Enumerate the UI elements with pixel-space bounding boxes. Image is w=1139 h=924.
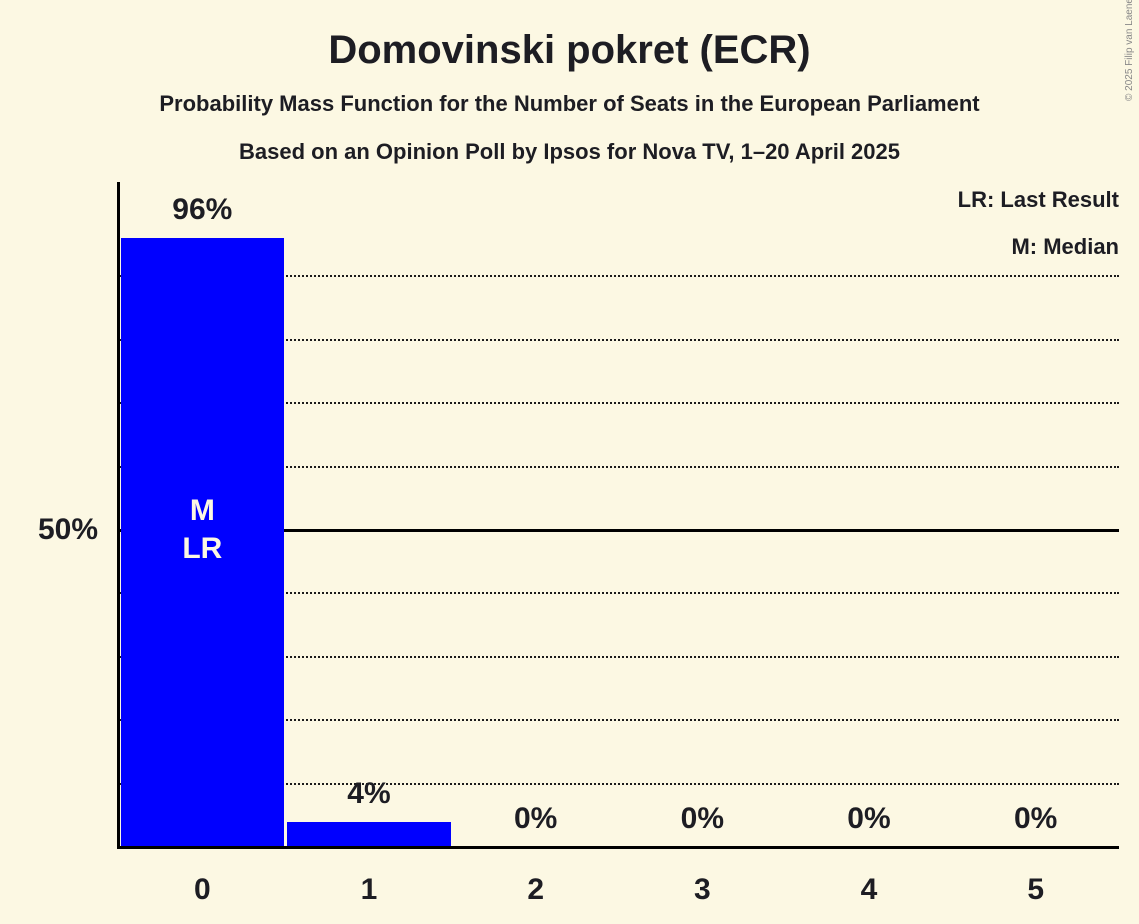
x-tick-label: 4 (860, 873, 878, 906)
median-lastresult-annotation: M LR (182, 494, 223, 565)
x-tick-label: 3 (693, 873, 711, 906)
bar-value-label: 0% (847, 802, 891, 835)
x-axis-line (117, 846, 1119, 849)
gridline-dotted (119, 465, 1119, 468)
x-tick-label: 2 (527, 873, 544, 906)
gridline-dotted (119, 782, 1119, 785)
bar-value-label: 0% (1013, 802, 1058, 835)
chart-source-line: Based on an Opinion Poll by Ipsos for No… (239, 139, 900, 164)
gridline-dotted (119, 592, 1119, 595)
bar-value-label: 4% (347, 776, 391, 810)
gridline-solid-50 (119, 528, 1119, 532)
chart-title: Domovinski pokret (ECR) (328, 28, 811, 72)
x-tick-label: 1 (360, 873, 378, 906)
bar (120, 238, 285, 847)
gridline-dotted (119, 338, 1119, 341)
bar-value-label: 0% (680, 802, 724, 835)
y-axis-line (117, 182, 120, 849)
gridline-dotted (119, 719, 1119, 722)
bar-value-label: 0% (513, 802, 558, 835)
gridline-dotted (119, 655, 1119, 658)
y-axis-50-label: 50% (37, 513, 98, 546)
bar-value-label: 96% (172, 193, 233, 227)
x-tick-label: 0 (193, 873, 211, 906)
chart-subtitle: Probability Mass Function for the Number… (159, 91, 980, 116)
copyright-text: © 2025 Filip van Laenen (1124, 0, 1135, 101)
legend-last-result-label: LR: Last Result (957, 187, 1119, 212)
legend-median-label: M: Median (1011, 234, 1119, 259)
bar (287, 821, 451, 847)
gridline-dotted (119, 402, 1119, 405)
gridline-dotted (119, 275, 1119, 278)
x-tick-label: 5 (1027, 873, 1044, 906)
